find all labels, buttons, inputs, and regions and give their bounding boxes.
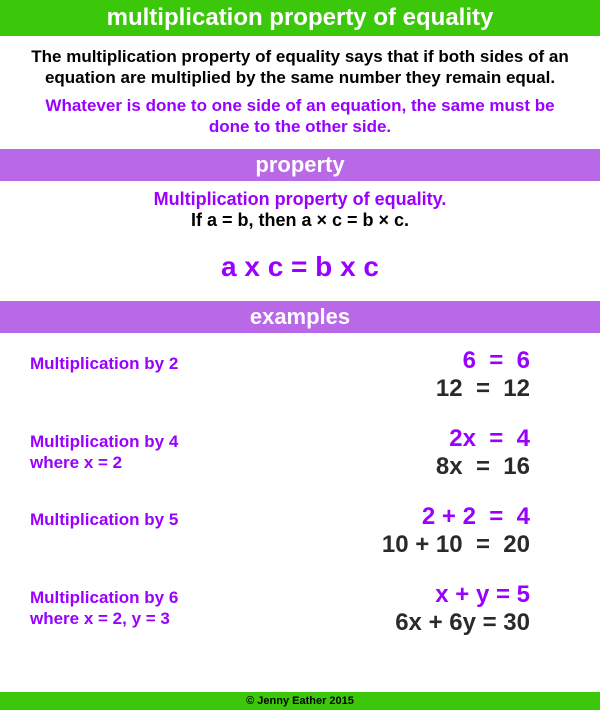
example-condition: where x = 2	[30, 453, 122, 472]
example-eq-result: 12 = 12	[280, 375, 530, 403]
example-eq-original: 2x = 4	[280, 425, 530, 453]
example-math: 2 + 2 = 4 10 + 10 = 20	[280, 503, 570, 559]
example-eq-original: 2 + 2 = 4	[280, 503, 530, 531]
example-eq-result: 8x = 16	[280, 453, 530, 481]
example-label-text: Multiplication by 5	[30, 510, 178, 529]
copyright: © Jenny Eather 2015	[246, 695, 354, 707]
example-math: 2x = 4 8x = 16	[280, 425, 570, 481]
example-row: Multiplication by 4 where x = 2 2x = 4 8…	[30, 425, 570, 481]
property-band: property	[0, 149, 600, 181]
example-label-text: Multiplication by 6	[30, 588, 178, 607]
example-math: x + y = 5 6x + 6y = 30	[280, 581, 570, 637]
example-eq-original: 6 = 6	[280, 347, 530, 375]
main-title: multiplication property of equality	[107, 4, 494, 31]
footer-band: © Jenny Eather 2015	[0, 692, 600, 710]
example-eq-result: 6x + 6y = 30	[280, 609, 530, 637]
example-label: Multiplication by 5	[30, 503, 280, 530]
example-label: Multiplication by 6 where x = 2, y = 3	[30, 581, 280, 630]
intro-text-purple: Whatever is done to one side of an equat…	[0, 95, 600, 150]
examples-band: examples	[0, 301, 600, 333]
example-math: 6 = 6 12 = 12	[280, 347, 570, 403]
example-label-text: Multiplication by 4	[30, 432, 178, 451]
examples-container: Multiplication by 2 6 = 6 12 = 12 Multip…	[0, 333, 600, 655]
example-row: Multiplication by 5 2 + 2 = 4 10 + 10 = …	[30, 503, 570, 559]
property-line1: Multiplication property of equality.	[0, 189, 600, 210]
examples-band-label: examples	[250, 304, 350, 329]
example-eq-original: x + y = 5	[280, 581, 530, 609]
example-condition: where x = 2, y = 3	[30, 609, 170, 628]
property-line2: If a = b, then a × c = b × c.	[0, 210, 600, 231]
example-eq-result: 10 + 10 = 20	[280, 531, 530, 559]
intro-text-black: The multiplication property of equality …	[0, 36, 600, 95]
example-label: Multiplication by 2	[30, 347, 280, 374]
example-label-text: Multiplication by 2	[30, 354, 178, 373]
property-band-label: property	[255, 152, 344, 177]
property-formula: a x c = b x c	[0, 241, 600, 301]
example-row: Multiplication by 6 where x = 2, y = 3 x…	[30, 581, 570, 637]
example-row: Multiplication by 2 6 = 6 12 = 12	[30, 347, 570, 403]
example-label: Multiplication by 4 where x = 2	[30, 425, 280, 474]
property-body: Multiplication property of equality. If …	[0, 181, 600, 241]
main-title-band: multiplication property of equality	[0, 0, 600, 36]
